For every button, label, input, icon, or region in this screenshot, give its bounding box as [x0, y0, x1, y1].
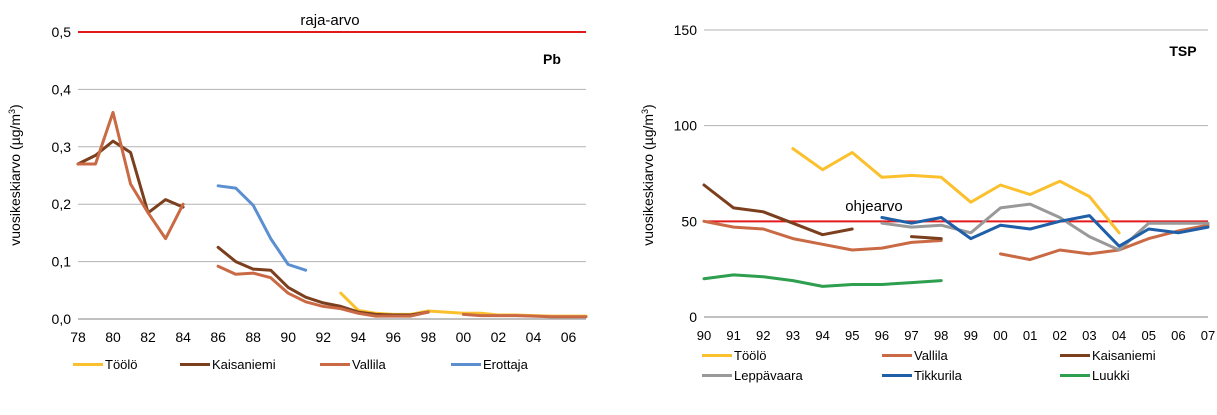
series-line: [880, 202, 1210, 252]
x-tick-label: 92: [315, 329, 331, 345]
legend-item-leppavaara: Leppävaara: [702, 368, 803, 383]
legend-label: Kaisaniemi: [1092, 348, 1156, 363]
y-tick-label: 0,5: [52, 24, 72, 40]
legend-label: Erottaja: [483, 357, 528, 372]
series-line: [216, 184, 308, 272]
legend-swatch: [882, 374, 912, 377]
legend-swatch: [702, 354, 732, 357]
x-tick-label: 82: [140, 329, 156, 345]
y-tick-label: 0,3: [52, 139, 72, 155]
legend-label: Töölö: [734, 348, 767, 363]
legend-label: Leppävaara: [734, 368, 803, 383]
series-line: [702, 219, 943, 252]
series-line: [216, 264, 430, 318]
x-tick-label: 92: [756, 328, 770, 343]
series-line: [76, 110, 185, 241]
x-tick-label: 88: [245, 329, 261, 345]
x-tick-label: 98: [934, 328, 948, 343]
x-tick-label: 00: [993, 328, 1007, 343]
x-tick-label: 99: [964, 328, 978, 343]
x-tick-label: 07: [1201, 328, 1215, 343]
legend-item-tikkurila: Tikkurila: [882, 368, 962, 383]
x-tick-label: 84: [175, 329, 191, 345]
plot-area: 0,0 0,1 0,2 0,3 0,4 0,5 78 80 82 84 86 88 90 92 94 96 98…: [52, 24, 588, 345]
y-axis-label: vuosikeskiarvo (µg/m3): [7, 104, 23, 245]
x-tick-label: 05: [1141, 328, 1155, 343]
y-axis-label: vuosikeskiarvo (µg/m3): [640, 104, 656, 245]
series-line: [880, 214, 1210, 248]
y-tick-label: 150: [674, 22, 698, 38]
series-line: [216, 245, 430, 317]
x-tick-label: 06: [1171, 328, 1185, 343]
legend-swatch: [73, 363, 103, 366]
pb-chart: 0,0 0,1 0,2 0,3 0,4 0,5 78 80 82 84 86 88 90 92 94 96 98…: [7, 12, 588, 345]
panel-label: TSP: [1169, 43, 1196, 59]
legend-label: Vallila: [914, 348, 948, 363]
legend-swatch: [1060, 374, 1090, 377]
y-tick-label: 0: [689, 309, 697, 325]
series-line: [461, 312, 588, 319]
series-line: [910, 235, 943, 241]
x-tick-label: 93: [786, 328, 800, 343]
legend-swatch: [702, 374, 732, 377]
y-tick-label: 0,4: [52, 81, 72, 97]
x-tick-label: 98: [421, 329, 437, 345]
legend-label: Luukki: [1092, 368, 1130, 383]
x-tick-label: 90: [697, 328, 711, 343]
x-tick-label: 95: [845, 328, 859, 343]
legend-swatch: [451, 363, 481, 366]
y-tick-label: 0,1: [52, 254, 72, 270]
x-tick-label: 86: [210, 329, 226, 345]
y-tick-label: 0,0: [52, 311, 72, 327]
x-tick-label: 00: [456, 329, 472, 345]
tsp-legend: Töölö Vallila Kaisaniemi Leppävaara Tikk…: [600, 348, 1217, 415]
series-line: [76, 139, 185, 215]
legend-item-vallila: Vallila: [320, 357, 386, 372]
legend-swatch: [882, 354, 912, 357]
reference-line-label: ohjearvo: [845, 198, 903, 215]
x-tick-label: 97: [904, 328, 918, 343]
x-tick-label: 94: [350, 329, 366, 345]
legend-item-vallila: Vallila: [882, 348, 948, 363]
x-tick-label: 94: [815, 328, 829, 343]
legend-item-toolo: Töölö: [702, 348, 767, 363]
x-tick-label: 03: [1082, 328, 1096, 343]
reference-line-label: raja-arvo: [300, 12, 359, 29]
x-tick-label: 91: [726, 328, 740, 343]
legend-swatch: [320, 363, 350, 366]
legend-item-toolo: Töölö: [73, 357, 138, 372]
legend-label: Tikkurila: [914, 368, 962, 383]
series-line: [791, 147, 1121, 235]
series-line: [339, 291, 588, 318]
legend-item-erottaja: Erottaja: [451, 357, 528, 372]
legend-swatch: [180, 363, 210, 366]
legend-item-kaisaniemi: Kaisaniemi: [1060, 348, 1156, 363]
x-tick-label: 96: [386, 329, 402, 345]
x-tick-label: 04: [526, 329, 542, 345]
x-tick-label: 80: [105, 329, 121, 345]
y-tick-label: 100: [674, 118, 698, 134]
legend-item-luukki: Luukki: [1060, 368, 1130, 383]
series-line: [702, 183, 854, 237]
x-tick-label: 78: [70, 329, 86, 345]
series-line: [702, 273, 943, 288]
x-tick-label: 96: [875, 328, 889, 343]
x-tick-label: 02: [491, 329, 507, 345]
x-tick-label: 04: [1112, 328, 1126, 343]
legend-label: Töölö: [105, 357, 138, 372]
x-tick-label: 02: [1053, 328, 1067, 343]
x-tick-label: 90: [280, 329, 296, 345]
x-tick-label: 06: [561, 329, 577, 345]
legend-swatch: [1060, 354, 1090, 357]
y-tick-label: 50: [681, 213, 697, 229]
panel-label: Pb: [543, 51, 561, 67]
legend-label: Vallila: [352, 357, 386, 372]
y-tick-label: 0,2: [52, 196, 72, 212]
legend-item-kaisaniemi: Kaisaniemi: [180, 357, 276, 372]
legend-label: Kaisaniemi: [212, 357, 276, 372]
x-tick-label: 01: [1023, 328, 1037, 343]
pb-legend: Töölö Kaisaniemi Vallila Erottaja: [0, 348, 600, 408]
